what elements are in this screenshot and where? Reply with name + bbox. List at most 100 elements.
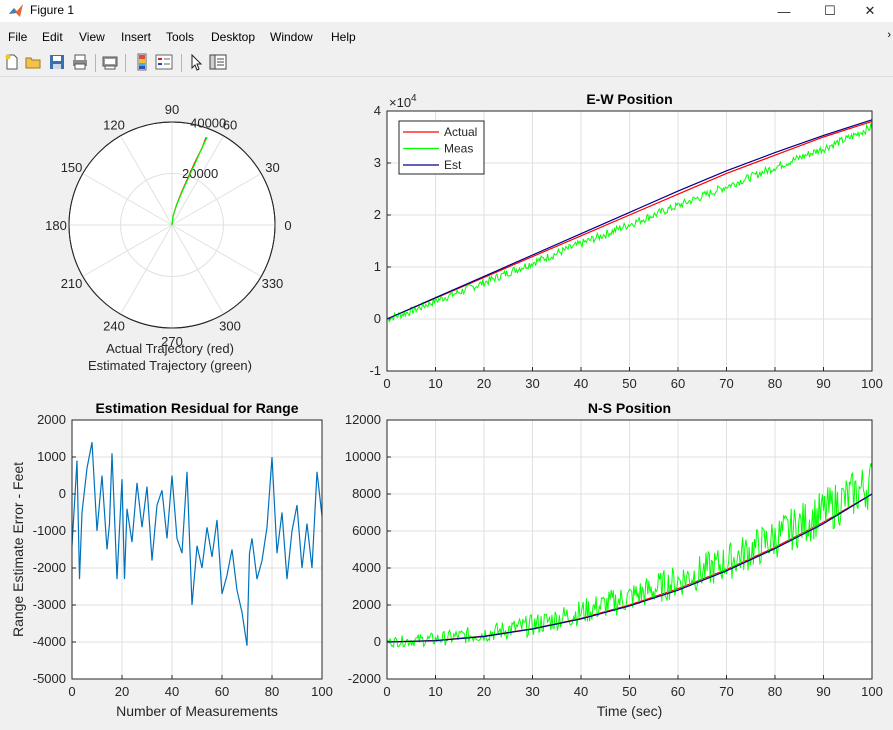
menu-view[interactable]: View <box>79 30 105 44</box>
close-button[interactable]: ✕ <box>864 3 876 18</box>
x-tick-label: 100 <box>861 684 883 699</box>
y-tick-label: 2000 <box>37 412 66 427</box>
y-tick-label: -1000 <box>33 523 66 538</box>
polar-angle-label: 210 <box>61 276 83 291</box>
polar-angle-label: 120 <box>103 118 125 133</box>
series-line-est <box>386 119 873 320</box>
y-tick-label: 1 <box>374 259 381 274</box>
y-tick-label: 10000 <box>345 449 381 464</box>
polar-angle-label: 240 <box>103 318 125 333</box>
x-tick-label: 10 <box>428 376 442 391</box>
matlab-logo-icon <box>9 4 23 17</box>
x-tick-label: 80 <box>265 684 279 699</box>
axes-box <box>386 419 873 680</box>
title-bar: Figure 1 — ☐ ✕ <box>0 0 893 22</box>
y-tick-label: -5000 <box>33 671 66 686</box>
print-icon[interactable] <box>71 53 89 71</box>
x-tick-label: 10 <box>428 684 442 699</box>
menu-file[interactable]: File <box>8 30 28 44</box>
print-preview-icon[interactable] <box>101 53 119 71</box>
polar-spoke <box>171 135 224 226</box>
chevron-icon[interactable]: › <box>887 29 891 41</box>
menu-edit[interactable]: Edit <box>42 30 63 44</box>
menu-bar: File Edit View Insert Tools Desktop Wind… <box>0 26 893 48</box>
polar-angle-label: 30 <box>265 160 279 175</box>
x-tick-label: 50 <box>622 684 636 699</box>
y-axis-label: Range Estimate Error - Feet <box>10 462 26 637</box>
x-tick-label: 70 <box>719 376 733 391</box>
polar-spoke <box>120 135 173 226</box>
x-tick-label: 100 <box>311 684 333 699</box>
x-tick-label: 100 <box>861 376 883 391</box>
y-tick-label: -2000 <box>348 671 381 686</box>
menu-window[interactable]: Window <box>270 30 313 44</box>
polar-spoke <box>171 173 262 226</box>
x-tick-label: 50 <box>622 376 636 391</box>
colorbar-icon[interactable] <box>133 53 151 71</box>
edit-pointer-icon[interactable] <box>187 53 205 71</box>
maximize-button[interactable]: ☐ <box>824 3 836 18</box>
y-tick-label: 12000 <box>345 412 381 427</box>
x-tick-label: 0 <box>68 684 75 699</box>
polar-angle-label: 90 <box>165 102 179 117</box>
x-axis-label: Number of Measurements <box>116 703 278 719</box>
x-tick-label: 80 <box>768 376 782 391</box>
polar-caption-line: Actual Trajectory (red) <box>106 341 234 356</box>
polar-trajectory-green <box>171 136 208 226</box>
x-tick-label: 0 <box>383 376 390 391</box>
y-tick-label: 8000 <box>352 486 381 501</box>
x-tick-label: 0 <box>383 684 390 699</box>
series-line-meas <box>386 123 873 323</box>
x-tick-label: 30 <box>525 684 539 699</box>
new-figure-icon[interactable] <box>3 53 21 71</box>
y-tick-label: 3 <box>374 155 381 170</box>
polar-angle-label: 0 <box>284 218 291 233</box>
series-line-meas <box>386 463 873 648</box>
x-tick-label: 80 <box>768 684 782 699</box>
figure-canvas: 0 30 60 90 120 150 180 210 240 270 300 330 20000 4000… <box>0 77 893 725</box>
y-tick-label: 0 <box>374 634 381 649</box>
toolbar-separator <box>125 54 126 72</box>
polar-angle-label: 60 <box>223 118 237 133</box>
open-file-icon[interactable] <box>24 53 42 71</box>
polar-spoke <box>120 224 173 315</box>
y-tick-label: 2000 <box>352 597 381 612</box>
y-tick-label: -1 <box>369 363 381 378</box>
menu-tools[interactable]: Tools <box>166 30 195 44</box>
axis-exponent-label: ×10 <box>389 95 411 110</box>
polar-angle-label: 180 <box>45 218 67 233</box>
polar-angle-label: 300 <box>219 318 241 333</box>
chart-title: N-S Position <box>588 400 671 416</box>
x-tick-label: 40 <box>574 684 588 699</box>
y-tick-label: 0 <box>374 311 381 326</box>
minimize-button[interactable]: — <box>777 3 791 19</box>
series-line-est <box>386 493 873 643</box>
y-tick-label: 4000 <box>352 560 381 575</box>
save-icon[interactable] <box>48 53 66 71</box>
axes-box <box>71 419 323 680</box>
property-inspector-icon[interactable] <box>209 53 227 71</box>
legend-entry: Est <box>444 158 462 172</box>
legend-entry: Actual <box>444 125 477 139</box>
chart-title: Estimation Residual for Range <box>95 400 298 416</box>
menu-desktop[interactable]: Desktop <box>211 30 256 44</box>
polar-angle-label: 150 <box>61 160 83 175</box>
polar-spoke <box>82 173 173 226</box>
x-axis-label: Time (sec) <box>597 703 663 719</box>
y-tick-label: 6000 <box>352 523 381 538</box>
menu-insert[interactable]: Insert <box>121 30 152 44</box>
y-tick-label: 1000 <box>37 449 66 464</box>
x-tick-label: 40 <box>165 684 179 699</box>
series-line-actual <box>386 120 873 320</box>
series-line-residual <box>71 442 323 646</box>
y-tick-label: -2000 <box>33 560 66 575</box>
x-tick-label: 20 <box>477 376 491 391</box>
series-group <box>386 119 873 323</box>
chart-title: E-W Position <box>586 91 672 107</box>
polar-caption-line: Estimated Trajectory (green) <box>88 358 252 373</box>
legend-icon[interactable] <box>155 53 173 71</box>
series-group <box>386 463 873 648</box>
polar-angle-label: 330 <box>262 276 284 291</box>
x-tick-label: 20 <box>477 684 491 699</box>
menu-help[interactable]: Help <box>331 30 356 44</box>
